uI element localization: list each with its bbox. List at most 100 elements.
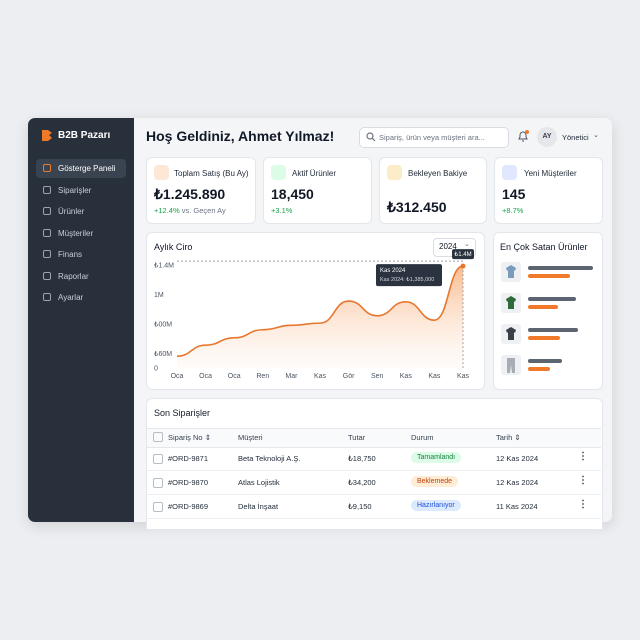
stat-icon: [271, 165, 286, 180]
checkbox[interactable]: [153, 502, 163, 512]
line: [176, 265, 464, 358]
y-tick-label: 1M: [154, 292, 164, 299]
status-pill: Hazırlanıyor: [411, 500, 461, 511]
tooltip-text: Kas 2024: ₺1,385,000: [380, 276, 434, 283]
product-row: [501, 324, 578, 344]
nav-label: Ürünler: [58, 207, 85, 216]
product-row: [501, 293, 576, 313]
chart-title: Aylık Ciro: [154, 242, 193, 252]
row-menu: ⋮: [578, 475, 588, 486]
dropdown-caret: ⌄: [464, 241, 470, 248]
stat-change: +8.7%: [502, 206, 524, 215]
x-tick-label: Ren: [256, 373, 269, 380]
brand: B2B Pazarı: [58, 130, 111, 141]
nav-label: Gösterge Paneli: [58, 164, 116, 173]
stat-change: +3.1%: [271, 206, 293, 215]
stat-label: Toplam Satış (Bu Ay): [174, 169, 249, 178]
table-row: [147, 470, 601, 495]
brand-logo: [42, 130, 52, 141]
column-header[interactable]: Sipariş No ⇕: [168, 433, 211, 442]
top-products-list: [501, 262, 593, 375]
table-cell: ₺18,750: [348, 454, 376, 463]
y-tick-label: ₺00M: [154, 320, 172, 328]
search-placeholder: Sipariş, ürün veya müşteri ara...: [379, 133, 485, 142]
page-title: Hoş Geldiniz, Ahmet Yılmaz!: [146, 128, 335, 144]
product-row: [501, 262, 593, 282]
status-pill: Beklemede: [411, 476, 459, 487]
product-row: [501, 355, 562, 375]
stat-card: [263, 157, 372, 224]
value-label: ₺1.4M: [454, 251, 471, 258]
stat-card: [494, 157, 603, 224]
nav-item[interactable]: Siparişler: [36, 181, 126, 200]
stat-value: 18,450: [271, 186, 314, 202]
stat-icon: [502, 165, 517, 180]
x-tick-label: Kas: [457, 373, 470, 380]
value-label-bg: [452, 249, 474, 260]
table-cell: #ORD-9870: [168, 478, 209, 487]
stat-note: vs. Geçen Ay: [181, 206, 226, 215]
nav-icon: [43, 229, 51, 237]
nav-icon: [43, 250, 51, 258]
nav-item[interactable]: Müşteriler: [36, 224, 126, 243]
sidebar: [28, 118, 134, 522]
nav-item[interactable]: Gösterge Paneli: [36, 159, 126, 178]
table-cell: 12 Kas 2024: [496, 478, 539, 487]
y-tick-label: ₺60M: [154, 350, 172, 358]
checkbox[interactable]: [153, 454, 163, 464]
point: [460, 263, 466, 269]
table-cell: #ORD-9869: [168, 502, 209, 511]
stat-change: +12.4% vs. Geçen Ay: [154, 206, 226, 215]
table-cell: ₺34,200: [348, 478, 376, 487]
table-cell: Beta Teknoloji A.Ş.: [238, 454, 301, 463]
column-header: Tutar: [348, 433, 366, 442]
x-tick-label: Kas: [314, 373, 327, 380]
table-cell: Delta İnşaat: [238, 502, 279, 511]
y-tick-label: ₺1.4M: [154, 262, 174, 270]
orders-title: Son Siparişler: [154, 408, 211, 418]
nav-icon: [43, 272, 51, 280]
stat-label: Bekleyen Bakiye: [408, 169, 468, 178]
search-icon: [366, 132, 376, 142]
column-header[interactable]: Tarih ⇕: [496, 433, 521, 442]
nav-label: Siparişler: [58, 186, 92, 195]
stat-value: ₺312.450: [387, 199, 447, 215]
x-tick-label: Oca: [228, 373, 241, 380]
tooltip: [376, 264, 442, 287]
nav-icon: [43, 186, 51, 194]
nav-item[interactable]: Raporlar: [36, 267, 126, 286]
search-box[interactable]: [359, 127, 509, 148]
stat-label: Aktif Ürünler: [292, 169, 337, 178]
column-label: Sipariş No: [168, 433, 203, 442]
x-tick-label: Oca: [199, 373, 212, 380]
table-cell: #ORD-9871: [168, 454, 209, 463]
table-row: [147, 494, 601, 519]
nav-icon: [43, 207, 51, 215]
tooltip-title: Kas 2024: [380, 268, 406, 274]
x-tick-label: Mar: [285, 373, 298, 380]
nav-item[interactable]: Ürünler: [36, 202, 126, 221]
y-tick-label: 0: [154, 366, 158, 373]
year-select-value: 2024: [439, 242, 457, 251]
row-menu: ⋮: [578, 451, 588, 462]
table-row: [147, 446, 601, 471]
notification-bell[interactable]: [517, 130, 529, 143]
avatar[interactable]: AY: [537, 127, 557, 147]
nav-label: Raporlar: [58, 272, 89, 281]
nav-label: Müşteriler: [58, 229, 94, 238]
nav-item[interactable]: Finans: [36, 245, 126, 264]
top-products-title: En Çok Satan Ürünler: [500, 242, 588, 252]
x-tick-label: Oca: [171, 373, 184, 380]
stat-change-value: +12.4%: [154, 206, 180, 215]
column-label: Tarih: [496, 433, 513, 442]
checkbox[interactable]: [153, 478, 163, 488]
column-header: Durum: [411, 433, 434, 442]
stat-icon: [154, 165, 169, 180]
nav-item[interactable]: Ayarlar: [36, 288, 126, 307]
orders-card: [146, 398, 603, 530]
user-role[interactable]: Yönetici: [562, 133, 589, 142]
checkbox[interactable]: [153, 432, 163, 442]
stat-icon: [387, 165, 402, 180]
dropdown-caret: ⌄: [593, 132, 599, 139]
